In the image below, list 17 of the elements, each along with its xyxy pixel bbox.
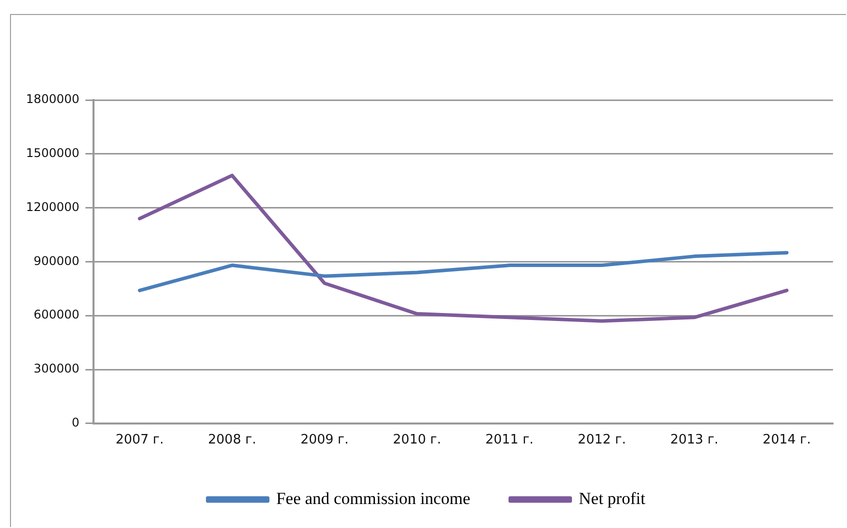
y-tick-label: 1800000 — [26, 92, 80, 106]
x-tick-label: 2011 г. — [485, 432, 534, 448]
y-tick-label: 0 — [72, 416, 80, 430]
legend-label: Fee and commission income — [276, 488, 470, 508]
x-tick-label: 2014 г. — [762, 432, 811, 448]
y-tick-label: 600000 — [34, 308, 80, 322]
x-tick-label: 2008 г. — [208, 432, 256, 448]
x-tick-label: 2012 г. — [578, 432, 626, 448]
y-tick-label: 1500000 — [26, 146, 80, 160]
x-tick-label: 2010 г. — [392, 432, 442, 448]
x-tick-label: 2013 г. — [670, 432, 718, 448]
y-tick-label: 1200000 — [26, 200, 80, 214]
y-tick-label: 900000 — [34, 254, 80, 268]
x-tick-label: 2009 г. — [300, 432, 349, 448]
x-tick-label: 2007 г. — [116, 432, 164, 448]
y-tick-label: 300000 — [34, 362, 80, 376]
legend-label: Net profit — [578, 488, 646, 508]
